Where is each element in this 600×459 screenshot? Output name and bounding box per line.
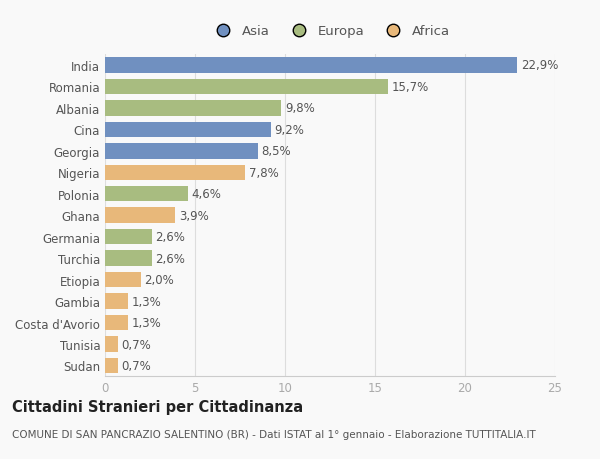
- Bar: [105, 165, 245, 180]
- Bar: [105, 272, 141, 288]
- Bar: [105, 358, 118, 373]
- Text: 8,5%: 8,5%: [262, 145, 291, 158]
- Text: COMUNE DI SAN PANCRAZIO SALENTINO (BR) - Dati ISTAT al 1° gennaio - Elaborazione: COMUNE DI SAN PANCRAZIO SALENTINO (BR) -…: [12, 429, 536, 439]
- Text: 0,7%: 0,7%: [121, 338, 151, 351]
- Text: 22,9%: 22,9%: [521, 59, 558, 72]
- Bar: [105, 123, 271, 138]
- Bar: [105, 251, 152, 266]
- Bar: [105, 79, 388, 95]
- Bar: [105, 208, 175, 224]
- Text: Cittadini Stranieri per Cittadinanza: Cittadini Stranieri per Cittadinanza: [12, 399, 303, 414]
- Text: 2,0%: 2,0%: [145, 274, 175, 286]
- Bar: [105, 58, 517, 73]
- Text: 9,8%: 9,8%: [285, 102, 315, 115]
- Text: 4,6%: 4,6%: [191, 188, 221, 201]
- Bar: [105, 336, 118, 352]
- Text: 1,3%: 1,3%: [132, 295, 162, 308]
- Text: 7,8%: 7,8%: [249, 167, 279, 179]
- Text: 2,6%: 2,6%: [155, 231, 185, 244]
- Bar: [105, 294, 128, 309]
- Text: 15,7%: 15,7%: [391, 81, 428, 94]
- Text: 3,9%: 3,9%: [179, 209, 209, 222]
- Legend: Asia, Europa, Africa: Asia, Europa, Africa: [205, 20, 455, 44]
- Bar: [105, 230, 152, 245]
- Text: 0,7%: 0,7%: [121, 359, 151, 372]
- Bar: [105, 187, 188, 202]
- Text: 9,2%: 9,2%: [274, 123, 304, 136]
- Bar: [105, 144, 258, 159]
- Bar: [105, 315, 128, 330]
- Text: 2,6%: 2,6%: [155, 252, 185, 265]
- Bar: [105, 101, 281, 116]
- Text: 1,3%: 1,3%: [132, 316, 162, 329]
